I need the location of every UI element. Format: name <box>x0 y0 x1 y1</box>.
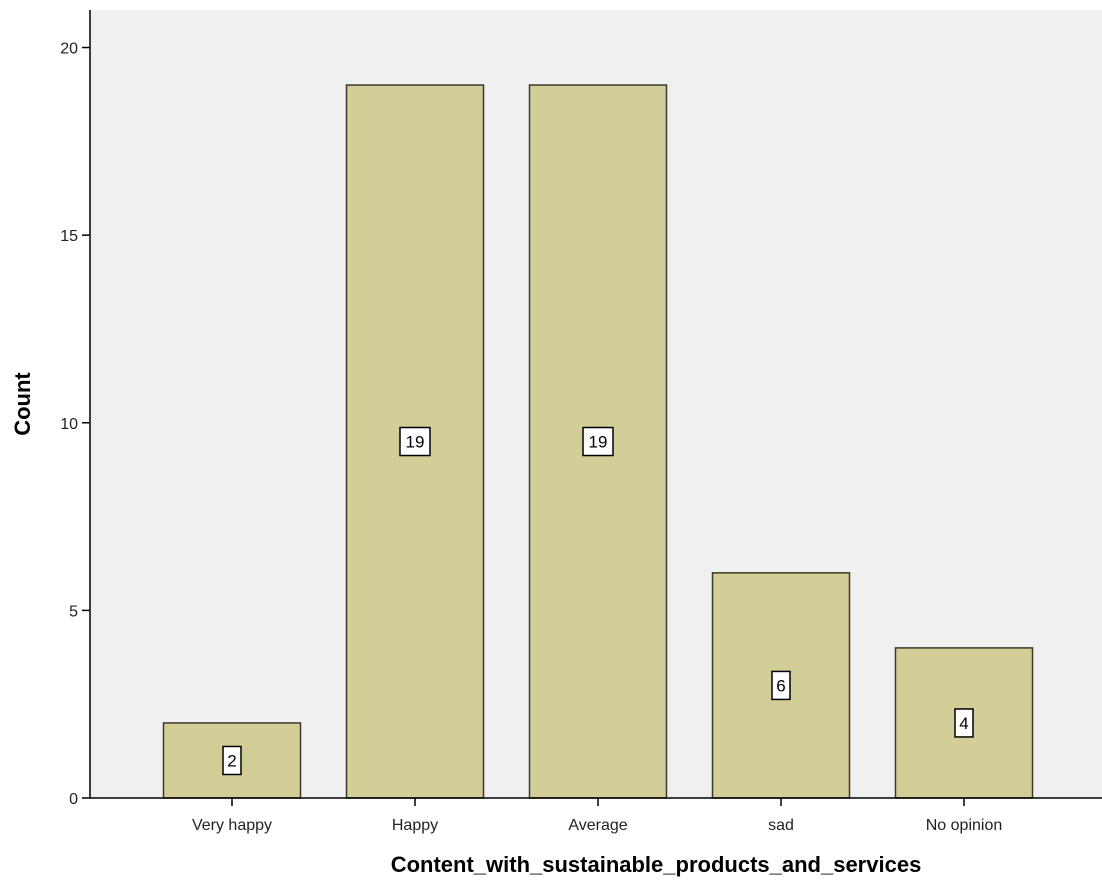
data-label: 6 <box>776 676 785 695</box>
y-tick-label: 15 <box>60 228 78 245</box>
x-tick-label: Very happy <box>192 817 272 834</box>
x-tick-label: No opinion <box>926 817 1003 834</box>
data-label: 2 <box>227 751 236 770</box>
data-label-box <box>222 745 242 776</box>
data-label-box <box>399 426 431 457</box>
y-tick-label: 5 <box>69 603 78 620</box>
x-tick-label: Happy <box>392 817 438 834</box>
data-label: 19 <box>589 433 608 452</box>
y-tick-label: 10 <box>60 416 78 433</box>
data-label: 4 <box>959 714 968 733</box>
data-label-box <box>582 426 614 457</box>
y-axis: 0 5 10 15 20 <box>60 10 91 808</box>
data-label: 19 <box>406 433 425 452</box>
data-label-box <box>954 708 974 738</box>
y-tick-label: 0 <box>69 791 78 808</box>
y-tick-label: 20 <box>60 41 78 58</box>
data-label-box <box>771 670 791 701</box>
x-axis-title: Content_with_sustainable_products_and_se… <box>391 852 922 877</box>
data-labels: 2 19 19 6 4 <box>222 426 974 776</box>
x-tick-label: Average <box>568 817 627 834</box>
x-tick-label: sad <box>768 817 794 834</box>
y-axis-title: Count <box>10 372 35 436</box>
x-axis: Very happy Happy Average sad No opinion <box>90 797 1102 834</box>
